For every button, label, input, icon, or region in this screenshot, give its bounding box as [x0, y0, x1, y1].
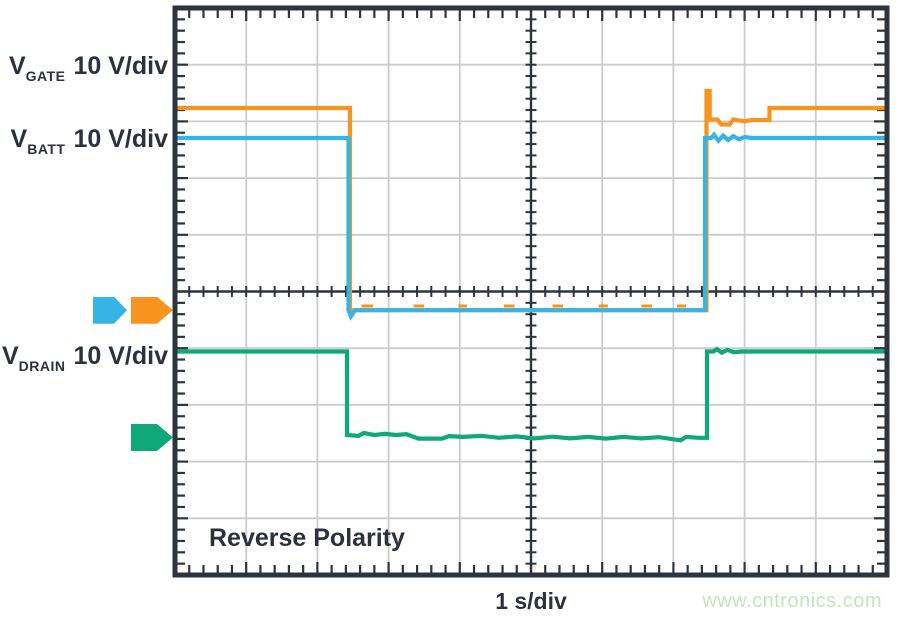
vgate-scale: 10 V/div: [73, 52, 169, 80]
label-vgate: VGATE 10 V/div: [0, 52, 169, 84]
trace-vdrain: [175, 346, 887, 443]
vbatt-scale: 10 V/div: [73, 125, 169, 153]
label-vbatt: VBATT 10 V/div: [0, 125, 169, 157]
timebase-label: 1 s/div: [495, 588, 567, 614]
vdrain-subscript: DRAIN: [18, 358, 66, 374]
vgate-symbol: V: [8, 52, 26, 80]
edge-ticks: [177, 10, 885, 573]
graticule-border: [172, 5, 890, 578]
vdrain-scale: 10 V/div: [73, 342, 169, 370]
annotation-reverse-polarity: Reverse Polarity: [209, 524, 405, 552]
trace-vbatt: [175, 131, 887, 321]
center-axes: [175, 8, 887, 575]
watermark: www.cntronics.com: [702, 590, 882, 612]
vdrain-symbol: V: [1, 342, 19, 370]
label-vdrain: VDRAIN 10 V/div: [0, 342, 169, 374]
vbatt-symbol: V: [10, 125, 28, 153]
vgate-subscript: GATE: [25, 68, 66, 84]
vbatt-subscript: BATT: [27, 141, 66, 157]
